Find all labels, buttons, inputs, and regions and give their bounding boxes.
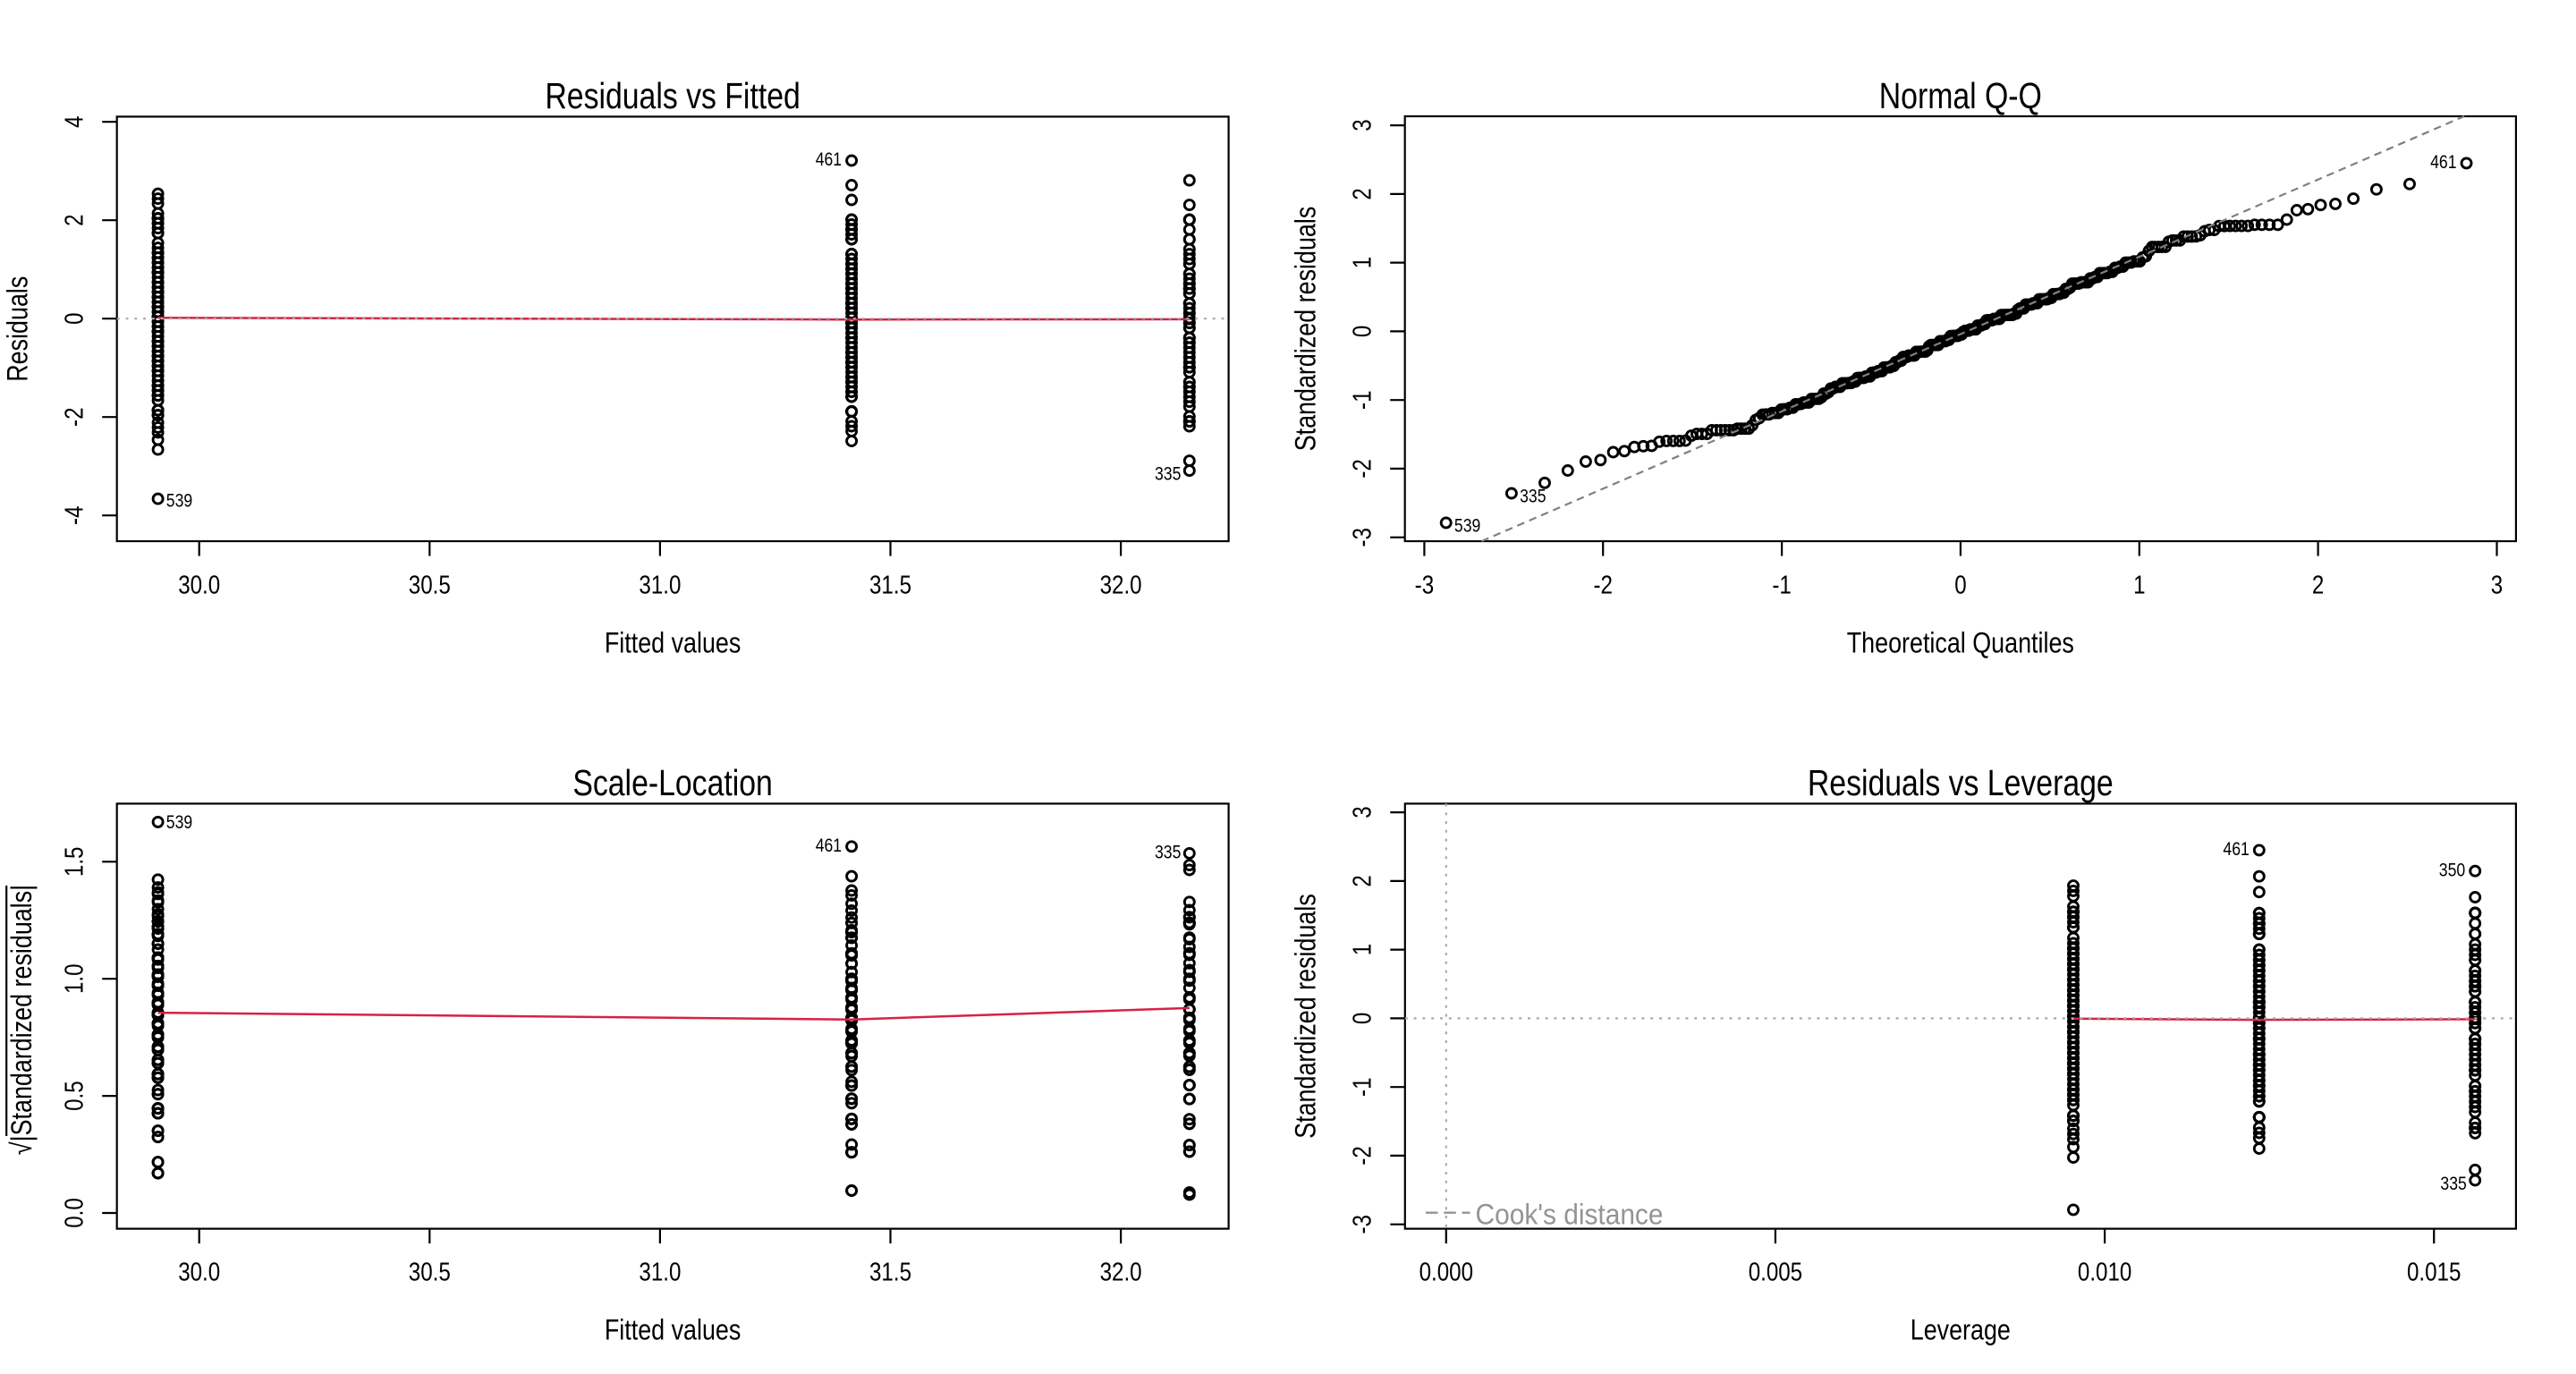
svg-text:539: 539 [166, 812, 192, 833]
svg-text:461: 461 [2223, 839, 2249, 860]
svg-text:0: 0 [1349, 1013, 1377, 1024]
svg-text:539: 539 [166, 491, 192, 512]
svg-text:461: 461 [2430, 152, 2456, 173]
svg-text:30.0: 30.0 [178, 1259, 220, 1287]
svg-text:-1: -1 [1349, 1077, 1377, 1097]
svg-text:2: 2 [2312, 572, 2324, 600]
svg-text:Leverage: Leverage [1911, 1314, 2011, 1346]
svg-text:350: 350 [2439, 860, 2465, 880]
svg-text:31.5: 31.5 [869, 1259, 911, 1287]
svg-text:335: 335 [2440, 1174, 2466, 1194]
svg-text:0.0: 0.0 [61, 1198, 89, 1228]
svg-text:1: 1 [1349, 257, 1377, 268]
svg-text:4: 4 [61, 116, 89, 128]
svg-text:0.005: 0.005 [1749, 1259, 1802, 1287]
svg-text:-2: -2 [61, 407, 89, 427]
svg-text:-4: -4 [61, 505, 89, 525]
svg-text:32.0: 32.0 [1100, 1259, 1142, 1287]
svg-text:Residuals vs Leverage: Residuals vs Leverage [1808, 762, 2114, 803]
svg-text:30.5: 30.5 [409, 572, 451, 600]
svg-text:335: 335 [1155, 464, 1181, 485]
svg-text:2: 2 [1349, 875, 1377, 886]
svg-text:-3: -3 [1349, 1215, 1377, 1234]
svg-text:335: 335 [1520, 487, 1546, 507]
svg-text:1.0: 1.0 [61, 963, 89, 994]
svg-text:0: 0 [61, 313, 89, 325]
svg-text:31.0: 31.0 [639, 572, 681, 600]
svg-text:3: 3 [1349, 806, 1377, 818]
svg-text:-1: -1 [1349, 390, 1377, 410]
svg-text:0: 0 [1349, 326, 1377, 337]
svg-text:Scale-Location: Scale-Location [572, 762, 773, 803]
svg-text:Standardized residuals: Standardized residuals [1290, 894, 1322, 1139]
svg-text:0.010: 0.010 [2078, 1259, 2131, 1287]
svg-text:Cook's distance: Cook's distance [1476, 1199, 1664, 1231]
svg-text:0.000: 0.000 [1419, 1259, 1473, 1287]
svg-text:Fitted values: Fitted values [605, 627, 741, 659]
svg-text:2: 2 [61, 215, 89, 226]
svg-text:1: 1 [1349, 944, 1377, 955]
svg-text:-3: -3 [1349, 528, 1377, 547]
svg-text:-3: -3 [1415, 572, 1435, 600]
svg-text:0.5: 0.5 [61, 1081, 89, 1111]
svg-text:Residuals vs Fitted: Residuals vs Fitted [545, 75, 800, 116]
svg-text:31.5: 31.5 [869, 572, 911, 600]
svg-text:-2: -2 [1349, 459, 1377, 479]
svg-text:Theoretical Quantiles: Theoretical Quantiles [1847, 627, 2074, 659]
svg-text:Fitted values: Fitted values [605, 1314, 741, 1346]
svg-text:-1: -1 [1772, 572, 1792, 600]
svg-text:√|Standardized residuals|: √|Standardized residuals| [5, 885, 38, 1155]
svg-text:0.015: 0.015 [2407, 1259, 2461, 1287]
svg-text:Standardized residuals: Standardized residuals [1290, 207, 1322, 452]
svg-text:31.0: 31.0 [639, 1259, 681, 1287]
svg-text:32.0: 32.0 [1100, 572, 1142, 600]
svg-text:-2: -2 [1349, 1146, 1377, 1166]
svg-text:Normal Q-Q: Normal Q-Q [1879, 75, 2042, 116]
svg-text:-2: -2 [1593, 572, 1613, 600]
svg-text:30.5: 30.5 [409, 1259, 451, 1287]
svg-text:461: 461 [816, 149, 842, 170]
svg-text:335: 335 [1155, 843, 1181, 863]
svg-text:1: 1 [2133, 572, 2145, 600]
svg-text:3: 3 [2491, 572, 2503, 600]
svg-text:30.0: 30.0 [178, 572, 220, 600]
svg-text:Residuals: Residuals [2, 276, 34, 382]
svg-text:1.5: 1.5 [61, 847, 89, 878]
svg-text:461: 461 [816, 835, 842, 856]
svg-text:3: 3 [1349, 119, 1377, 131]
svg-text:539: 539 [1454, 515, 1480, 536]
svg-text:0: 0 [1954, 572, 1966, 600]
svg-text:2: 2 [1349, 188, 1377, 199]
